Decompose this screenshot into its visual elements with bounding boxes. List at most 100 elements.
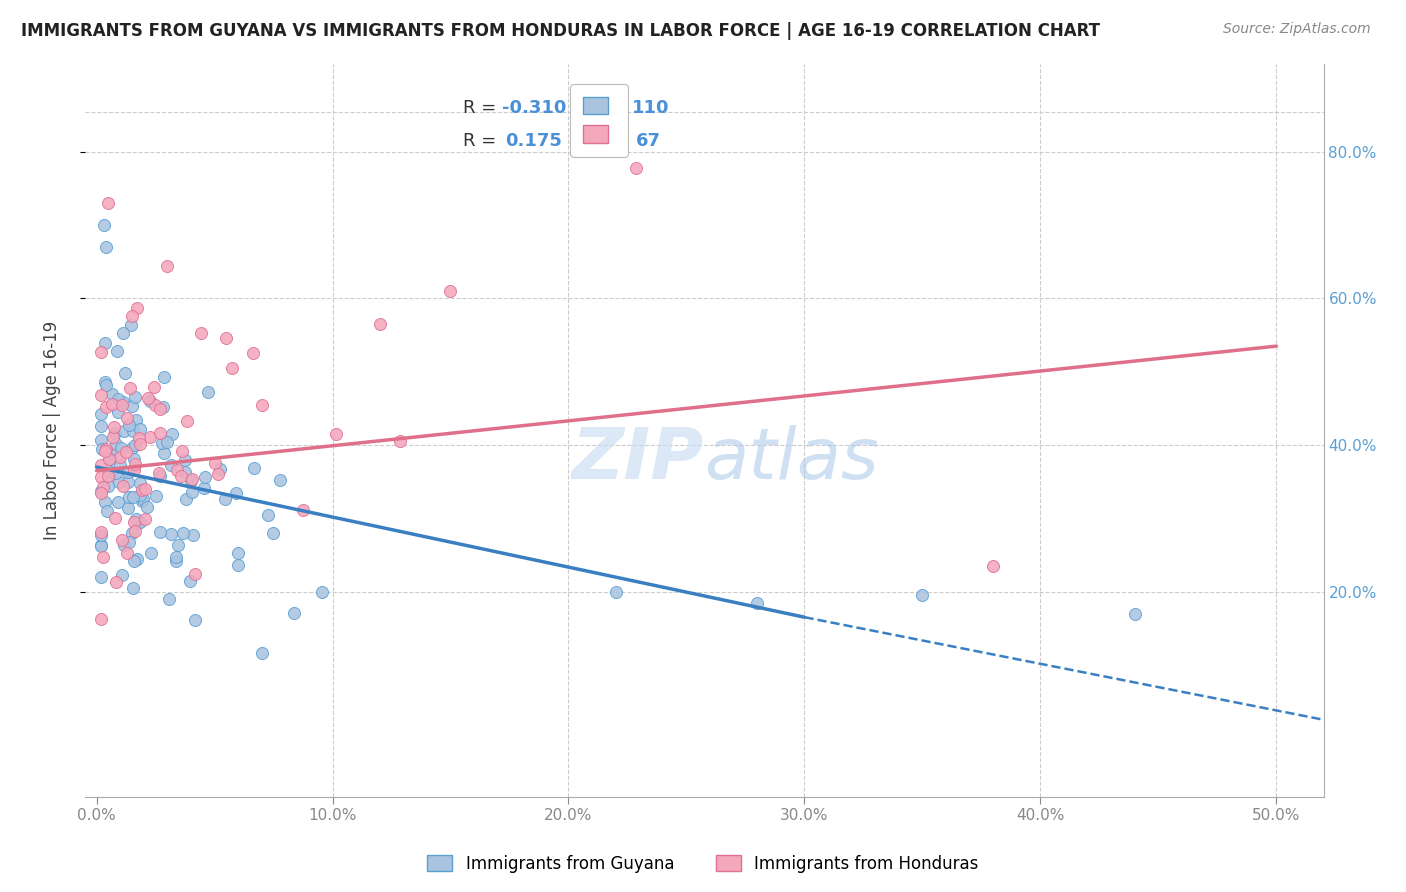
Point — [291, 503, 314, 517]
Point — [94, 240, 117, 254]
Point — [179, 574, 201, 588]
Point — [148, 466, 170, 480]
Point — [90, 433, 112, 447]
Point — [193, 481, 215, 495]
Point — [124, 524, 146, 538]
Point — [174, 465, 197, 479]
Point — [104, 437, 127, 451]
Point — [747, 595, 769, 609]
Point — [145, 398, 167, 412]
Point — [162, 427, 184, 442]
Point — [90, 484, 112, 499]
Point — [121, 582, 143, 596]
Point — [129, 488, 152, 502]
Point — [114, 367, 136, 381]
Point — [242, 346, 264, 360]
Point — [117, 466, 139, 480]
Point — [90, 470, 112, 484]
Point — [149, 469, 172, 483]
Point — [167, 537, 190, 551]
Point — [166, 463, 188, 477]
Point — [115, 411, 138, 425]
Point — [104, 425, 127, 440]
Point — [180, 472, 202, 486]
Point — [129, 422, 152, 436]
Point — [136, 391, 159, 405]
Point — [124, 457, 146, 471]
Point — [100, 397, 122, 411]
Point — [118, 490, 141, 504]
Point — [194, 470, 217, 484]
Point — [101, 387, 124, 401]
Point — [107, 404, 129, 418]
Point — [115, 546, 138, 560]
Point — [325, 427, 347, 442]
Point — [117, 475, 139, 489]
Point — [124, 438, 146, 452]
Point — [160, 458, 183, 472]
Point — [142, 380, 165, 394]
Point — [98, 451, 121, 466]
Point — [149, 524, 172, 539]
Point — [122, 463, 145, 477]
Point — [214, 491, 236, 506]
Point — [134, 512, 156, 526]
Point — [115, 444, 138, 458]
Point — [118, 535, 141, 549]
Point — [107, 495, 129, 509]
Point — [122, 515, 145, 529]
Point — [107, 392, 129, 406]
Point — [180, 484, 202, 499]
Point — [197, 385, 219, 400]
Point — [121, 310, 143, 324]
Text: R =: R = — [463, 132, 508, 150]
Text: IMMIGRANTS FROM GUYANA VS IMMIGRANTS FROM HONDURAS IN LABOR FORCE | AGE 16-19 CO: IMMIGRANTS FROM GUYANA VS IMMIGRANTS FRO… — [21, 22, 1099, 40]
Point — [190, 326, 212, 340]
Point — [311, 585, 333, 599]
Point — [131, 483, 153, 498]
Point — [103, 420, 125, 434]
Point — [112, 538, 135, 552]
Point — [181, 528, 204, 542]
Point — [138, 393, 160, 408]
Point — [122, 452, 145, 467]
Point — [94, 335, 117, 350]
Point — [111, 568, 134, 582]
Point — [1123, 607, 1146, 621]
Text: N =: N = — [595, 99, 636, 117]
Point — [97, 196, 120, 211]
Point — [111, 533, 134, 547]
Point — [165, 553, 187, 567]
Text: -0.310: -0.310 — [502, 99, 567, 117]
Point — [127, 516, 149, 531]
Point — [91, 550, 114, 565]
Point — [122, 490, 145, 504]
Point — [152, 401, 174, 415]
Point — [152, 446, 174, 460]
Point — [101, 430, 124, 444]
Point — [90, 344, 112, 359]
Point — [124, 390, 146, 404]
Point — [94, 375, 117, 389]
Point — [122, 554, 145, 568]
Point — [180, 475, 202, 489]
Point — [127, 552, 149, 566]
Point — [184, 566, 207, 581]
Point — [97, 469, 120, 483]
Point — [624, 161, 647, 175]
Point — [112, 394, 135, 409]
Point — [127, 301, 149, 315]
Point — [93, 219, 115, 233]
Point — [176, 414, 198, 428]
Point — [112, 425, 135, 439]
Point — [170, 443, 193, 458]
Point — [117, 501, 139, 516]
Point — [107, 475, 129, 489]
Text: Source: ZipAtlas.com: Source: ZipAtlas.com — [1223, 22, 1371, 37]
Point — [104, 511, 127, 525]
Point — [94, 377, 117, 392]
Text: N =: N = — [595, 132, 636, 150]
Point — [91, 442, 114, 456]
Point — [118, 381, 141, 395]
Point — [184, 613, 207, 627]
